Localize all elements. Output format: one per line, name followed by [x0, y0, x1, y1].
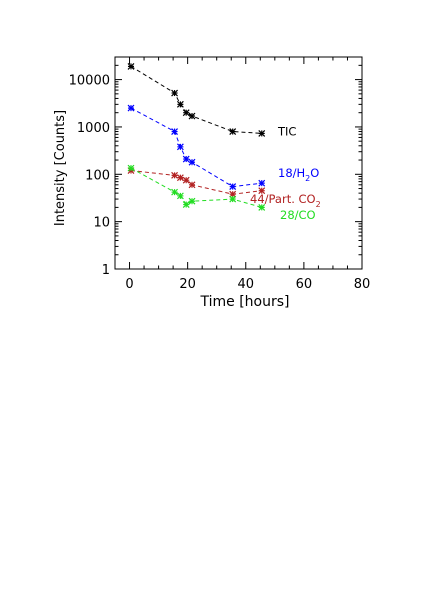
data-point	[258, 179, 266, 187]
data-point	[188, 112, 196, 120]
data-point	[188, 197, 196, 205]
data-point	[176, 174, 184, 182]
y-axis-label: Intensity [Counts]	[53, 110, 68, 226]
data-point	[127, 164, 135, 172]
series-line	[130, 170, 262, 195]
series-label: TIC	[277, 124, 296, 138]
data-point	[258, 129, 266, 137]
data-point	[229, 195, 237, 203]
y-tick-label: 10000	[69, 74, 110, 89]
data-point	[258, 187, 266, 195]
data-point	[127, 62, 135, 70]
x-tick-label: 20	[179, 277, 196, 292]
data-point	[176, 100, 184, 108]
series-line	[130, 65, 262, 134]
data-point	[258, 203, 266, 211]
axis-ticks: 0 20 40 60 80 1 10 100 1000 10000	[69, 56, 371, 292]
series-label: 44/Part. CO2	[250, 192, 321, 209]
data-point	[182, 176, 190, 184]
y-tick-label: 1	[102, 263, 110, 278]
series-label: 18/H2O	[278, 166, 319, 183]
data-point	[188, 158, 196, 166]
data-point	[188, 181, 196, 189]
data-point	[182, 109, 190, 117]
series-line	[130, 107, 262, 188]
data-point	[229, 128, 237, 135]
plot-frame	[114, 56, 363, 270]
data-point	[171, 89, 178, 97]
data-point	[229, 183, 237, 191]
data-point	[171, 128, 178, 135]
series-line	[130, 167, 262, 208]
data-point	[176, 143, 184, 151]
data-point	[171, 188, 178, 196]
x-tick-label: 40	[237, 277, 254, 292]
x-tick-label: 80	[354, 277, 371, 292]
x-tick-label: 60	[296, 277, 313, 292]
series-label: 28/CO	[280, 208, 316, 222]
data-point	[182, 155, 190, 163]
data-point	[171, 171, 178, 179]
y-tick-label: 10	[93, 216, 110, 231]
y-tick-label: 1000	[77, 121, 110, 136]
x-tick-label: 0	[125, 277, 133, 292]
series-group	[127, 62, 266, 211]
data-point	[182, 201, 190, 208]
data-point	[127, 104, 135, 112]
y-tick-label: 100	[85, 168, 110, 183]
data-point	[176, 192, 184, 200]
data-point	[229, 190, 237, 198]
x-axis-label: Time [hours]	[200, 294, 290, 310]
